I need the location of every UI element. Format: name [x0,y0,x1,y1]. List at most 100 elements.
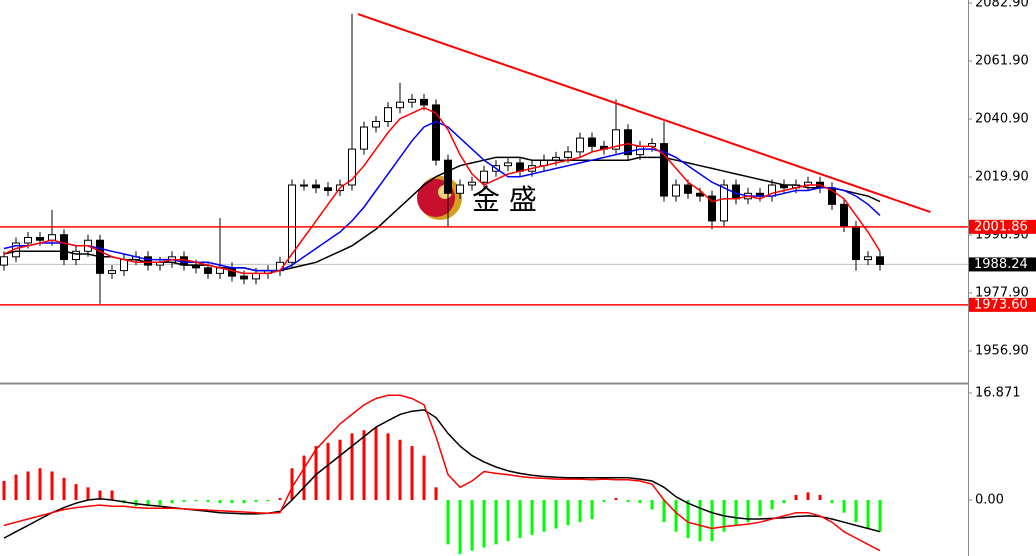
candle-body [660,143,668,197]
macd-bar [458,499,462,554]
macd-bar [842,499,846,513]
macd-bar [374,427,378,500]
macd-bar [2,480,6,500]
candle-body [384,107,392,122]
macd-bar [266,499,270,502]
macd-bar [518,499,522,539]
macd-bar [230,499,234,504]
candle-body [588,137,596,147]
y-tick-label: 1956.90 [975,343,1029,358]
candle-body [72,250,80,261]
candle-body [36,236,44,241]
macd-bar [146,499,150,507]
macd-bar [398,439,402,500]
candle-body [60,234,68,261]
candle-body [468,181,476,186]
macd-bar [542,499,546,532]
y-tick-label: 2040.90 [975,112,1029,127]
macd-bar [98,490,102,500]
macd-bar [410,446,414,500]
macd-bar [14,474,18,500]
macd-bar [290,468,294,500]
macd-bar [530,499,534,535]
macd-bar [326,442,330,500]
macd-bar [818,494,822,500]
candle-body [480,170,488,183]
macd-bar [806,492,810,500]
candle-body [348,148,356,186]
y-tick-label: 2019.90 [975,170,1029,185]
macd-bar [578,499,582,523]
macd-bar [422,455,426,500]
macd-bar [866,499,870,529]
macd-bar [206,499,210,502]
macd-bar [746,499,750,523]
macd-bar [50,471,54,500]
candle-body [684,184,692,194]
candle-body [324,187,332,192]
macd-bar [74,484,78,500]
macd-bar [314,446,318,500]
macd-bar [482,499,486,548]
macd-bar [350,433,354,500]
macd-line [3,394,881,552]
macd-bar [362,430,366,500]
trendline [357,13,931,214]
macd-bar [446,499,450,545]
y-tick-label: 2061.90 [975,54,1029,69]
macd-bar [794,494,798,500]
price-level-label: 2001.86 [974,219,1028,234]
candle-body [636,145,644,156]
macd-bar [506,499,510,542]
candle-body [672,184,680,197]
candle-body [432,104,440,161]
macd-bar [854,499,858,523]
candle-body [852,225,860,261]
candle-body [396,101,404,109]
y-tick-label: 1977.90 [975,285,1029,300]
candle-body [624,129,632,156]
candle-body [360,126,368,150]
macd-bar [770,499,774,510]
macd-bar [302,455,306,500]
macd-bar [674,499,678,532]
candle-body [228,267,236,277]
macd-bar [614,498,618,500]
macd-bar [734,499,738,526]
candle-body [420,98,428,106]
macd-bar [218,499,222,504]
macd-line [3,409,881,539]
candle-body [408,98,416,103]
candle-body [840,203,848,227]
candle-body [108,270,116,274]
macd-bar [254,499,258,502]
candle-body [708,195,716,222]
candle-body [312,184,320,189]
macd-bar [662,499,666,523]
macd-bar [878,499,882,532]
candle-body [0,256,8,266]
candle-body [576,137,584,153]
candle-body [300,184,308,187]
macd-bar [710,499,714,542]
macd-bar [470,499,474,551]
y-tick-label: 2082.90 [975,0,1029,11]
macd-bar [194,499,198,502]
candle-body [252,272,260,280]
price-level-box [969,297,1036,312]
macd-bar [434,487,438,500]
moving-average [3,106,881,275]
candle-body [720,184,728,222]
macd-bar [182,499,186,502]
macd-bar [638,499,642,504]
macd-bar [590,499,594,520]
moving-average [3,120,881,272]
macd-bar [62,477,66,500]
current-price-box [969,257,1036,272]
macd-bar [26,471,30,500]
current-price-label: 1988.24 [974,257,1028,272]
macd-bar [602,499,606,502]
macd-bar [110,490,114,500]
macd-bar [698,499,702,542]
